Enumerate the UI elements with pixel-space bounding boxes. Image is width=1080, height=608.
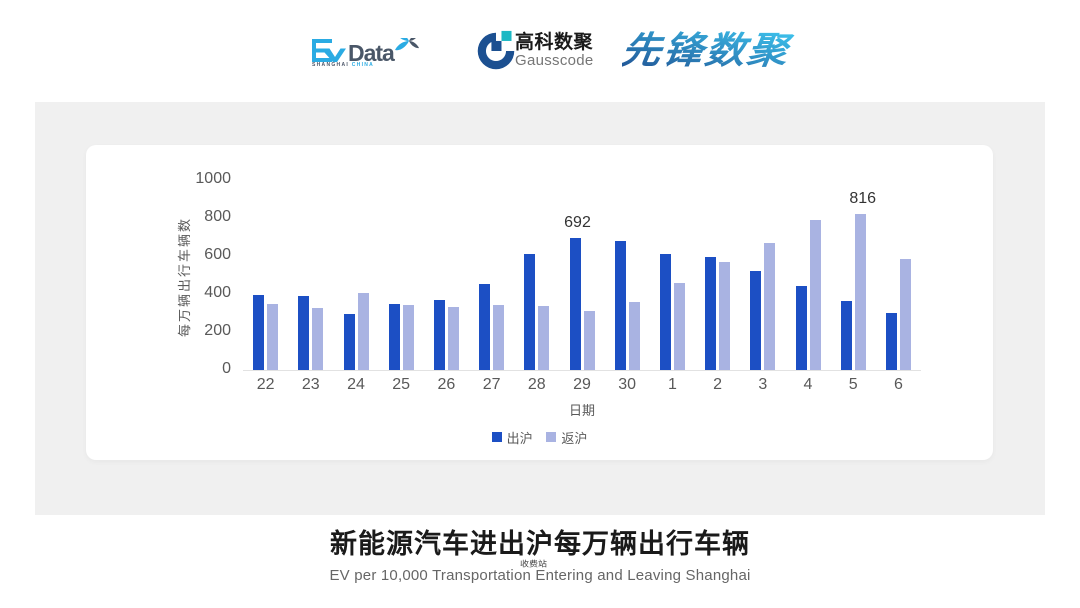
svg-text:先锋数聚: 先锋数聚 [622,30,796,71]
svg-text:Gausscode: Gausscode [515,52,594,69]
svg-text:高科数聚: 高科数聚 [515,30,594,53]
svg-text:Data: Data [348,40,395,64]
